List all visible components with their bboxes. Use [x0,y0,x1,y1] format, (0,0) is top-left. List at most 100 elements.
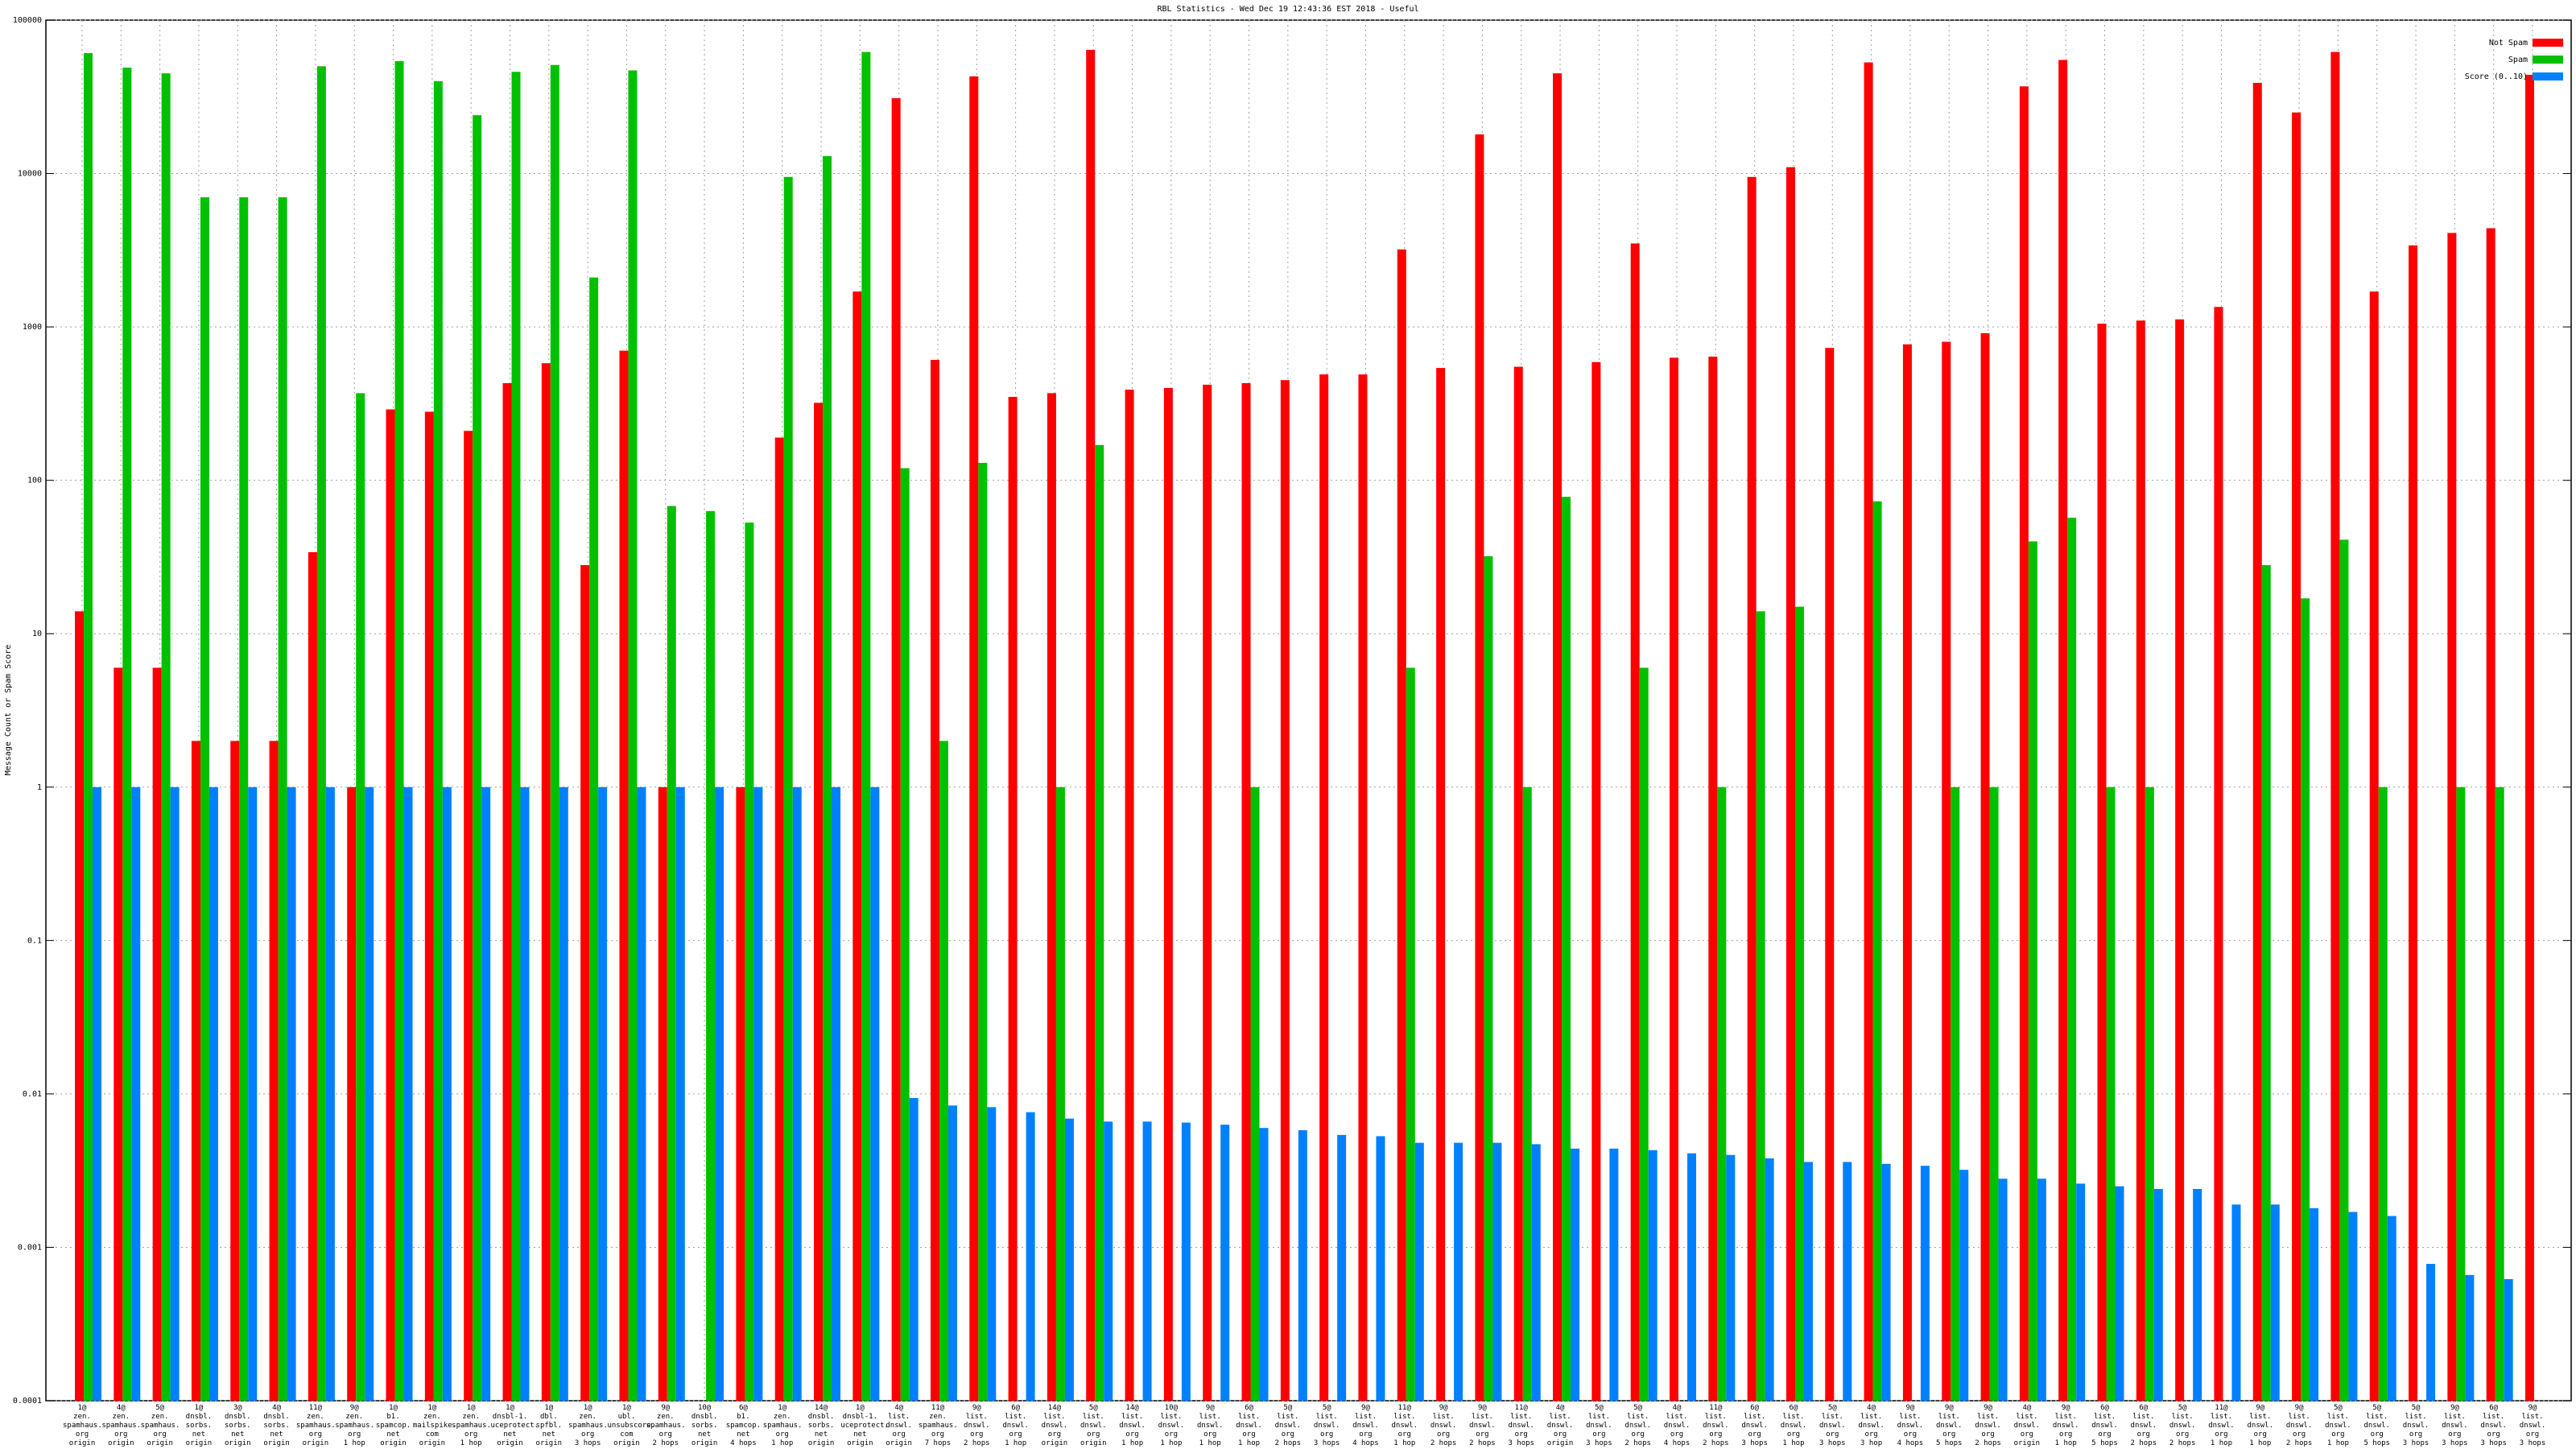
bar [774,437,784,1402]
x-tick-label: 9@ list. dnswl. org 2 hops [1430,1404,1457,1447]
x-tick-label: 5@ list. dnswl. org 2 hops [1624,1404,1651,1447]
bar [2028,541,2037,1401]
bar [170,786,180,1401]
bar [637,786,646,1401]
x-tick-label: 14@ dnsbl. sorbs. net origin [807,1404,835,1447]
bar [161,73,171,1402]
bar [1531,1144,1541,1401]
bar [152,667,162,1401]
bar [2058,60,2068,1401]
bar [1794,606,1804,1401]
bar [287,786,296,1401]
bar [2310,1208,2319,1401]
bar [2486,228,2496,1402]
bar [511,72,521,1401]
legend-label: Score (0..10) [2465,72,2528,81]
bar [1397,249,1406,1401]
x-tick-label: 14@ list. dnswl. org 1 hop [1119,1404,1146,1447]
bar [2214,307,2223,1402]
bar [1086,49,1096,1402]
bar [2447,233,2457,1401]
x-tick-label: 5@ list. dnswl. org 2 hops [1274,1404,1302,1447]
bar [1095,444,1104,1401]
bar [520,786,530,1401]
x-tick-label: 1@ dbl. spfbl. net origin [535,1404,563,1447]
bar [1414,1142,1424,1401]
bar [1639,667,1649,1401]
bar [1864,62,1873,1401]
bar [947,1105,957,1401]
bar [2097,324,2107,1401]
x-tick-label: 4@ list. dnswl. org 4 hops [1663,1404,1690,1447]
x-tick-label: 6@ list. dnswl. org 1 hop [1780,1404,1807,1447]
bar [2292,112,2301,1402]
bar [1843,1162,1852,1401]
bar [598,786,608,1401]
x-tick-label: 14@ list. dnswl. org origin [1041,1404,1068,1447]
bar [1203,384,1212,1401]
bar [424,411,434,1401]
x-tick-label: 9@ list. dnswl. org 3 hops [2519,1404,2546,1447]
bar [541,363,551,1402]
bar [2465,1274,2475,1401]
bar [753,786,763,1401]
bar [1785,167,1795,1401]
x-tick-label: 6@ list. dnswl. org 5 hops [2091,1404,2118,1447]
bar [1104,1121,1113,1401]
bar [745,522,754,1401]
bar [2115,1186,2124,1401]
bar [308,551,317,1401]
bar [2153,1188,2163,1401]
bar [832,786,841,1401]
bar [2369,291,2379,1402]
bar [658,786,667,1401]
bar [1376,1136,1385,1401]
bar [580,565,590,1401]
y-tick-label: 10 [32,630,42,638]
x-tick-label: 4@ list. dnswl. org origin [886,1404,912,1447]
bar [1670,357,1679,1401]
bar [2193,1188,2202,1401]
bar [1259,1128,1269,1401]
bar [870,786,880,1401]
bar [1630,243,1640,1401]
bar [2409,245,2418,1401]
bar [1717,786,1727,1401]
x-tick-label: 4@ list. dnswl. org 3 hop [1858,1404,1885,1447]
bar [628,70,638,1402]
bar [2426,1264,2436,1401]
bar [823,155,832,1401]
bar [1436,368,1446,1401]
bar [1648,1150,1657,1401]
bar [706,510,716,1401]
x-tick-label: 11@ list. dnswl. org 1 hop [2208,1404,2235,1447]
bar [2145,786,2154,1401]
x-tick-label: 9@ list. dnswl. org 2 hops [1469,1404,1496,1447]
bar [978,462,988,1401]
bar [930,360,939,1401]
bar [347,786,357,1401]
x-tick-label: 9@ zen. spamhaus. org 2 hops [646,1404,686,1447]
bar [1687,1153,1697,1401]
bar [473,115,482,1401]
bar [1513,366,1523,1402]
bar [2136,320,2145,1401]
x-tick-label: 10@ dnsbl. sorbs. net origin [691,1404,718,1447]
bar [1181,1122,1191,1401]
bar [909,1098,919,1401]
bar [1765,1158,1774,1401]
y-tick-label: 100 [27,477,42,485]
x-tick-label: 5@ list. dnswl. org 3 hops [1819,1404,1846,1447]
bar [550,64,559,1402]
bar [1046,393,1056,1401]
bar [1298,1129,1307,1401]
x-tick-label: 11@ list. dnswl. org 1 hop [1391,1404,1418,1447]
bar [131,786,141,1401]
bar [861,52,871,1401]
y-tick-label: 0.01 [23,1090,42,1099]
bar [891,97,901,1402]
bar [1747,176,1757,1402]
bar [2037,1179,2046,1401]
bar [442,786,452,1401]
